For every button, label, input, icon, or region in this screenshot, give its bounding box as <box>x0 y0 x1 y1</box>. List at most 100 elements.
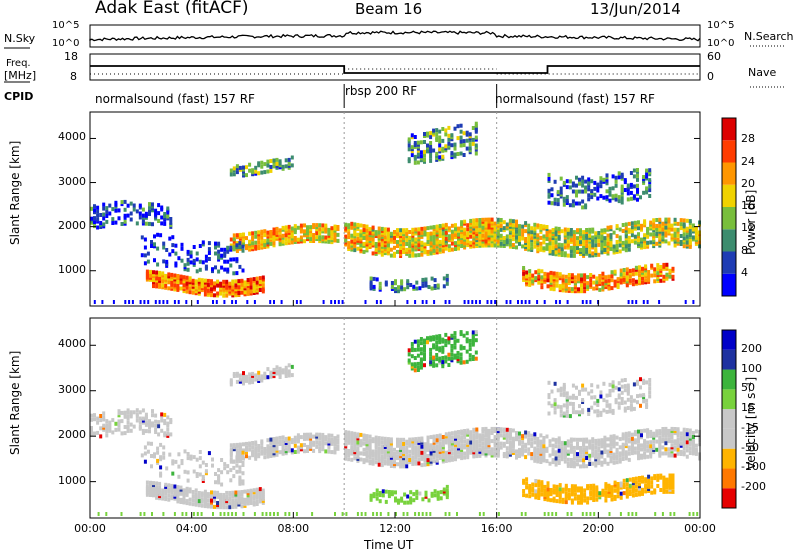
power-cell <box>515 245 518 250</box>
velocity-cell <box>423 462 427 467</box>
power-cell <box>614 197 618 202</box>
velocity-cell <box>580 490 583 495</box>
power-cell <box>275 157 279 162</box>
velocity-cell <box>419 357 423 362</box>
velocity-cell <box>475 443 479 448</box>
velocity-cell <box>545 446 549 451</box>
power-cell <box>459 135 463 140</box>
velocity-cell <box>460 445 464 450</box>
power-cell <box>605 173 609 178</box>
power-cell <box>258 288 262 292</box>
power-cell <box>563 245 567 250</box>
velocity-cell <box>150 464 153 469</box>
power-cell <box>231 285 235 290</box>
velocity-cell <box>432 357 436 362</box>
power-cell <box>93 208 96 213</box>
velocity-cell <box>579 464 582 469</box>
power-cell <box>621 229 625 233</box>
velocity-cell <box>126 408 130 413</box>
power-cell <box>502 236 506 240</box>
power-cell <box>442 284 446 289</box>
velocity-cell <box>631 485 635 490</box>
power-cell <box>257 230 261 235</box>
velocity-cell <box>420 463 424 468</box>
velocity-cell <box>530 433 534 438</box>
velocity-cell <box>638 490 641 495</box>
velocity-cell <box>634 480 638 485</box>
velocity-cell <box>450 457 454 462</box>
velocity-cell <box>633 440 637 445</box>
power-cell <box>645 186 649 191</box>
power-cell <box>630 225 634 230</box>
power-cell <box>433 284 437 288</box>
velocity-cell <box>493 443 497 448</box>
power-cell <box>429 237 433 242</box>
velocity-cell <box>478 453 482 458</box>
velocity-cell <box>129 410 133 415</box>
velocity-cell <box>450 451 454 456</box>
velocity-cell <box>583 498 587 503</box>
velocity-cell <box>524 455 528 460</box>
power-cell <box>636 173 639 178</box>
power-cell <box>601 285 605 290</box>
power-cell <box>566 253 570 258</box>
velocity-cell <box>150 454 153 458</box>
velocity-cell <box>607 487 611 492</box>
velocity-cell <box>521 434 525 439</box>
power-cell <box>214 241 217 246</box>
velocity-cell <box>154 413 158 418</box>
velocity-cell <box>463 443 467 448</box>
power-cell <box>648 184 652 189</box>
velocity-cell <box>436 490 440 495</box>
power-cell <box>658 235 662 240</box>
velocity-cell <box>275 365 279 370</box>
power-cell <box>241 248 245 253</box>
power-cell <box>558 284 562 289</box>
velocity-cell <box>587 407 591 412</box>
power-cell <box>426 226 430 231</box>
velocity-cell <box>154 419 158 424</box>
velocity-cell <box>435 344 439 349</box>
power-cell <box>416 152 420 157</box>
velocity-cell <box>454 447 457 451</box>
velocity-cell <box>206 492 210 497</box>
velocity-cell <box>671 489 675 494</box>
velocity-cell <box>671 475 675 480</box>
velocity-cell <box>554 452 558 457</box>
power-cell <box>615 224 619 229</box>
power-cell <box>153 234 156 239</box>
velocity-cell <box>668 487 672 492</box>
velocity-cell <box>515 449 518 454</box>
velocity-cell <box>303 432 306 437</box>
velocity-cell <box>405 454 409 459</box>
velocity-cell <box>610 497 614 502</box>
power-cell <box>484 217 488 222</box>
power-cell <box>597 252 601 257</box>
velocity-cell <box>576 443 579 448</box>
velocity-cell <box>555 499 559 504</box>
power-cell <box>272 164 276 169</box>
velocity-cell <box>536 443 540 448</box>
velocity-cell <box>533 440 537 445</box>
power-cell <box>161 283 165 288</box>
velocity-cell <box>444 359 448 364</box>
velocity-cell <box>511 436 515 441</box>
power-cell <box>210 279 213 284</box>
power-cell <box>568 179 572 184</box>
power-cell <box>694 229 698 234</box>
velocity-cell <box>408 460 412 465</box>
velocity-cell <box>537 489 541 494</box>
velocity-cell <box>619 485 623 490</box>
power-cell <box>554 226 558 231</box>
velocity-cell <box>393 447 396 452</box>
velocity-cell <box>527 439 531 444</box>
velocity-cell <box>594 445 598 450</box>
velocity-cell <box>293 443 297 448</box>
power-cell <box>96 205 100 210</box>
power-cell <box>561 274 565 279</box>
velocity-cell <box>640 433 643 438</box>
velocity-cell <box>609 459 613 464</box>
power-cell <box>545 233 549 237</box>
velocity-cell <box>634 476 638 481</box>
power-cell <box>135 221 139 226</box>
